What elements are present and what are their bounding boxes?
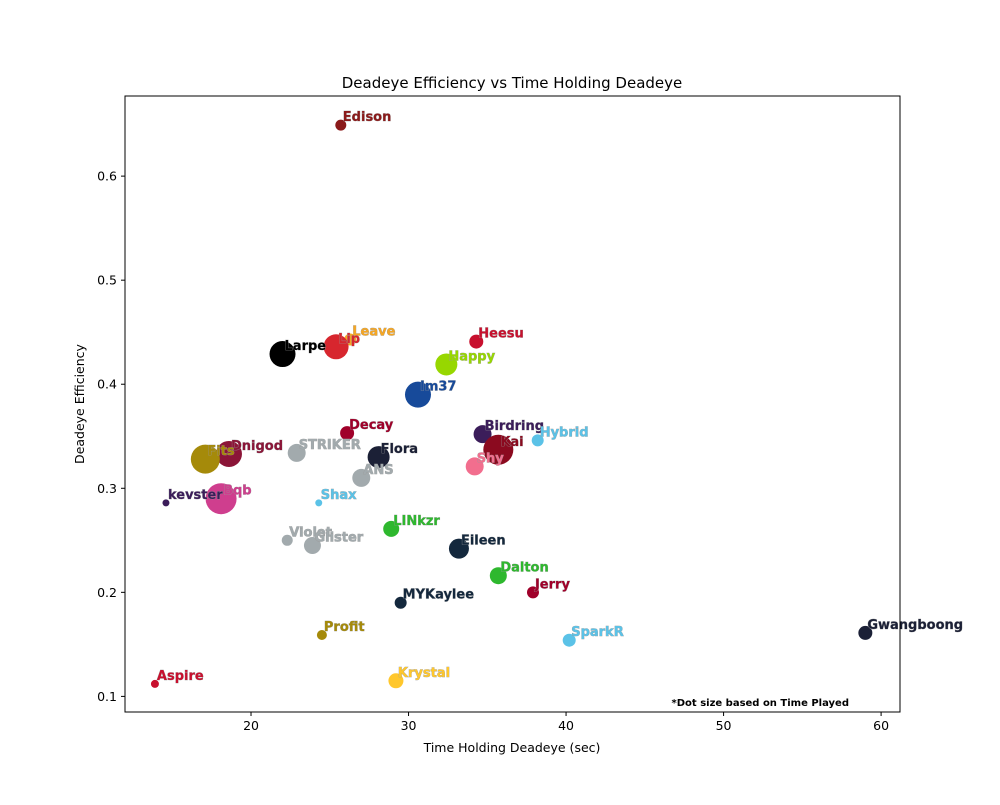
- data-point-lip: [323, 334, 349, 360]
- data-point-eileen: [448, 538, 469, 559]
- y-tick-label: 0.3: [97, 481, 117, 496]
- x-axis-label: Time Holding Deadeye (sec): [423, 740, 601, 755]
- data-label-heesu: Heesu: [478, 327, 524, 342]
- data-point-linkzr: [383, 520, 400, 537]
- data-point-jerry: [526, 586, 539, 599]
- y-tick-label: 0.6: [97, 169, 117, 184]
- data-point-larpe: [269, 341, 296, 368]
- data-label-krystal: Krystal: [398, 666, 450, 681]
- data-point-edison: [335, 119, 347, 131]
- data-point-im37: [404, 381, 431, 408]
- data-label-birdring: Birdring: [485, 419, 545, 434]
- data-label-aspire: Aspire: [157, 669, 204, 684]
- data-label-dnigod: Dnigod: [231, 439, 283, 454]
- data-label-sparkr: SparkR: [571, 625, 624, 640]
- y-tick-label: 0.4: [97, 377, 117, 392]
- data-point-bqb: [205, 483, 237, 515]
- y-axis-ticks: 0.1 0.2 0.3 0.4 0.5 0.6: [97, 169, 125, 704]
- data-label-kevster: kevster: [168, 488, 223, 503]
- data-label-profit: Profit: [324, 620, 365, 635]
- plot-frame: [124, 95, 901, 713]
- data-label-shax: Shax: [321, 488, 357, 503]
- data-point-dnigod: [215, 440, 242, 467]
- data-point-ans: [352, 468, 371, 487]
- data-point-shy: [465, 457, 484, 476]
- data-point-heesu: [469, 334, 484, 349]
- data-label-mykaylee: MYKaylee: [403, 588, 475, 603]
- data-point-kai: [483, 434, 514, 465]
- data-label-glister: Glister: [314, 531, 363, 546]
- data-point-striker: [287, 443, 306, 462]
- chart-title: Deadeye Efficiency vs Time Holding Deade…: [342, 74, 683, 92]
- data-label-violet: Violet: [289, 525, 332, 540]
- x-axis-ticks: 20 30 40 50 60: [243, 712, 889, 733]
- data-point-hybrid: [531, 434, 544, 447]
- data-label-flora: Flora: [381, 442, 418, 457]
- data-point-sparkr: [562, 633, 576, 647]
- x-tick-label: 40: [558, 718, 574, 733]
- data-label-bqb: Bqb: [223, 484, 252, 499]
- y-tick-label: 0.2: [97, 585, 117, 600]
- data-label-linkzr: LINkzr: [393, 514, 440, 529]
- data-point-decay: [340, 426, 355, 441]
- data-point-mykaylee: [394, 596, 407, 609]
- data-label-eileen: Eileen: [461, 534, 506, 549]
- data-point-aspire: [150, 679, 159, 688]
- x-tick-label: 20: [243, 718, 259, 733]
- data-point-flora: [367, 446, 390, 469]
- data-label-striker: STRIKER: [299, 438, 361, 453]
- data-label-leave: Leave: [352, 324, 395, 339]
- data-label-fits: Fits: [207, 444, 235, 459]
- x-tick-label: 50: [716, 718, 732, 733]
- data-point-birdring: [473, 425, 492, 444]
- data-label-ans: ANS: [363, 463, 393, 478]
- data-point-shax: [315, 499, 323, 507]
- data-point-profit: [316, 630, 327, 640]
- data-label-dalton: Dalton: [500, 561, 548, 576]
- footnote: *Dot size based on Time Played: [672, 698, 849, 709]
- data-label-larpe: Larpe: [285, 339, 327, 354]
- data-label-edison: Edison: [343, 110, 392, 125]
- data-label-im37: Im37: [420, 380, 456, 395]
- data-point-dalton: [489, 567, 507, 585]
- data-point-fits: [190, 444, 220, 474]
- data-point-kevster: [162, 499, 170, 507]
- data-label-gwangboong: Gwangboong: [867, 618, 963, 633]
- data-label-lip: Lip: [338, 332, 360, 347]
- data-point-happy: [435, 353, 458, 376]
- data-label-jerry: Jerry: [534, 577, 570, 592]
- data-point-krystal: [388, 673, 404, 689]
- x-tick-label: 60: [873, 718, 889, 733]
- y-tick-label: 0.5: [97, 273, 117, 288]
- data-label-kai: Kai: [500, 435, 523, 450]
- data-label-happy: Happy: [448, 349, 495, 364]
- y-tick-label: 0.1: [97, 689, 117, 704]
- data-label-decay: Decay: [349, 418, 394, 433]
- data-point-violet: [281, 534, 293, 546]
- data-point-glister: [303, 537, 321, 555]
- y-axis-label: Deadeye Efficiency: [72, 343, 87, 463]
- data-point-gwangboong: [858, 625, 873, 640]
- data-label-hybrid: Hybrid: [540, 425, 589, 440]
- data-label-shy: Shy: [477, 451, 505, 466]
- x-tick-label: 30: [401, 718, 417, 733]
- data-points: [150, 119, 873, 689]
